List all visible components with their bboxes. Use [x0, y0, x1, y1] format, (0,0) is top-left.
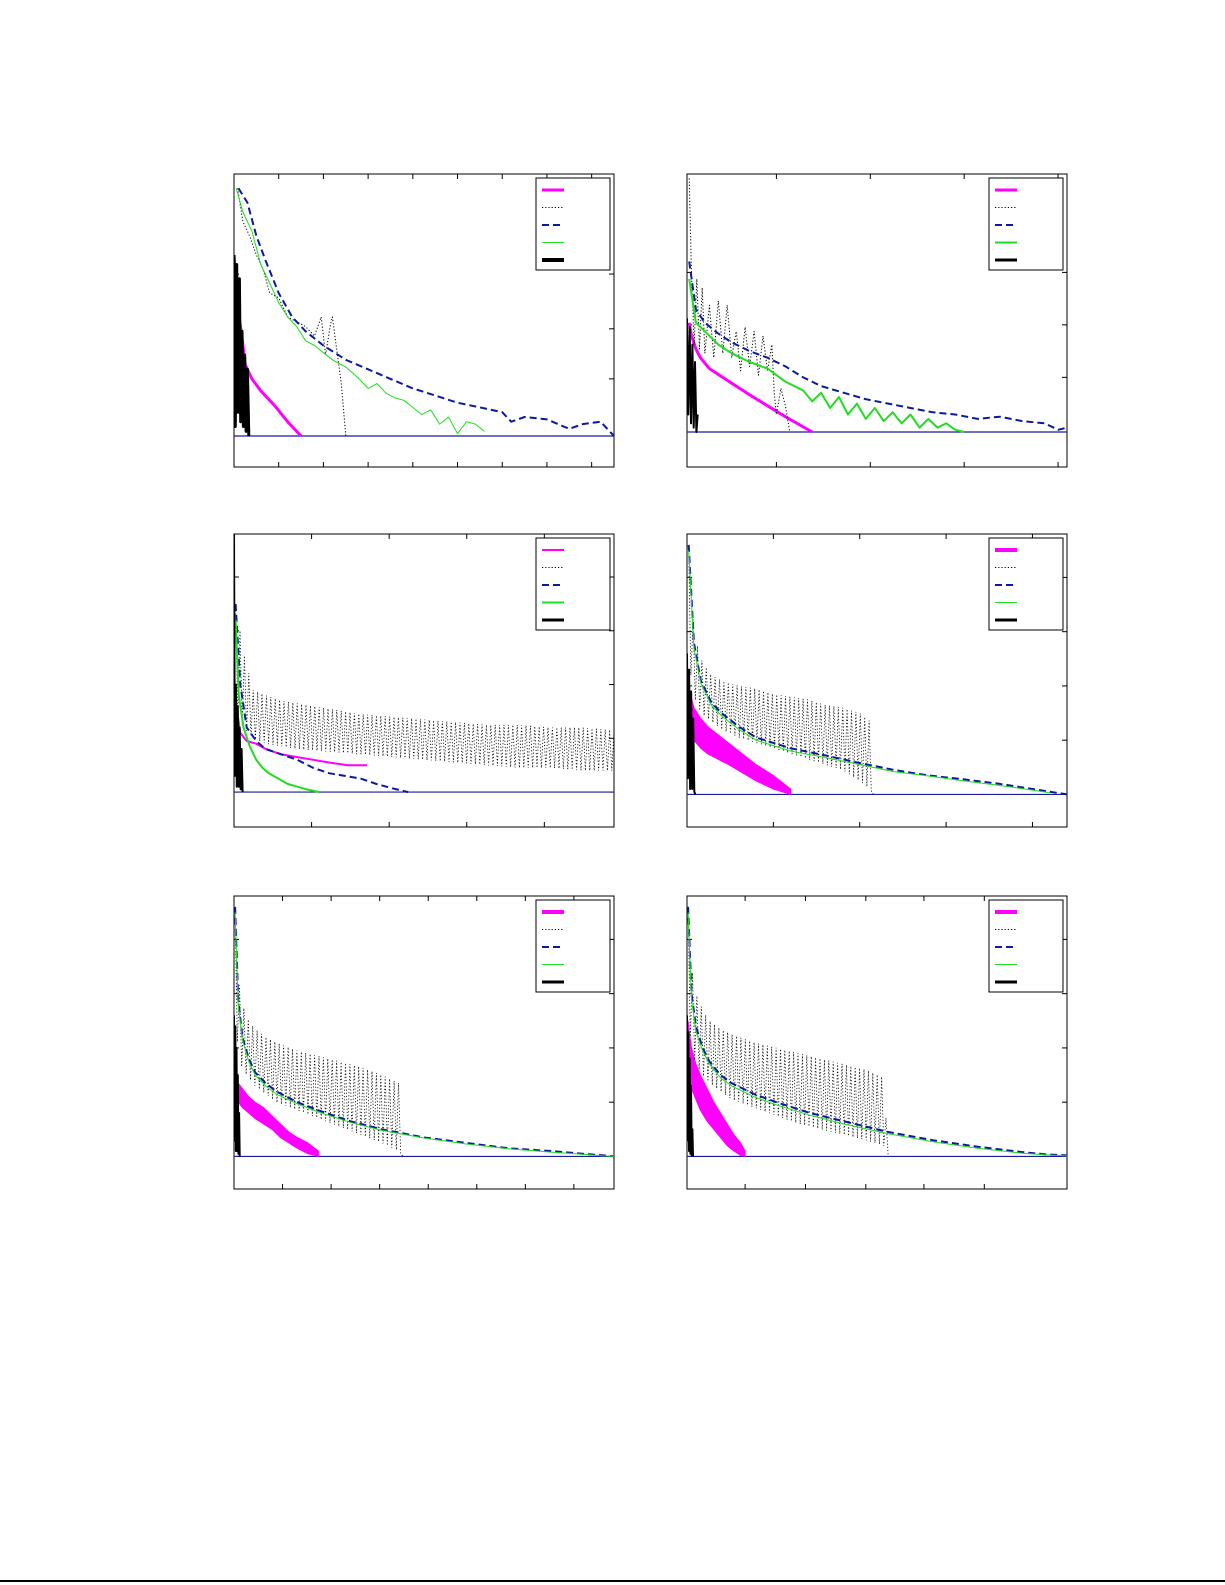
- series-5-line: [234, 254, 251, 437]
- series-2-line: [235, 603, 614, 771]
- series-3-line: [234, 603, 409, 794]
- series-5-line: [687, 1015, 694, 1157]
- series-2-line: [688, 178, 791, 433]
- series-5-line: [234, 1015, 241, 1157]
- series-2-line: [687, 906, 889, 1157]
- series-3-line: [688, 261, 1067, 431]
- series-4-line: [234, 619, 320, 794]
- series-5-line: [687, 318, 699, 433]
- series-2-line: [688, 550, 874, 795]
- series-4-line: [687, 912, 1067, 1157]
- plot-area: [687, 178, 1067, 434]
- series-2-line: [234, 912, 404, 1157]
- series-1-band: [234, 1069, 319, 1158]
- series-2-line: [237, 188, 347, 437]
- series-1-band: [688, 685, 792, 796]
- plot-area: [687, 544, 1067, 796]
- series-5-line: [687, 653, 697, 795]
- series-4-line: [688, 550, 1050, 794]
- plot-area: [687, 906, 1067, 1158]
- plot-area: [234, 906, 614, 1158]
- plot-area: [234, 187, 614, 438]
- series-1-band: [687, 1020, 746, 1158]
- legend: [988, 177, 1064, 271]
- plot-area: [234, 534, 614, 794]
- series-4-line: [234, 912, 614, 1157]
- chart-panel-5: [233, 895, 615, 1190]
- chart-panel-2: [686, 173, 1068, 468]
- chart-panel-1: [233, 173, 615, 468]
- chart-panel-6: [686, 895, 1068, 1190]
- series-5-line: [234, 534, 244, 793]
- legend: [535, 537, 611, 631]
- chart-panel-3: [233, 533, 615, 828]
- series-3-line: [687, 544, 1067, 796]
- series-4-line: [235, 188, 485, 435]
- page-bottom-rule: [0, 1580, 1225, 1582]
- series-3-line: [687, 906, 1067, 1157]
- legend: [535, 899, 611, 993]
- series-1-line: [687, 322, 813, 434]
- chart-panel-4: [686, 533, 1068, 828]
- legend: [988, 899, 1064, 993]
- series-1-line: [234, 700, 367, 767]
- legend: [988, 537, 1064, 631]
- series-4-line: [688, 278, 965, 433]
- legend: [535, 177, 611, 271]
- series-3-line: [237, 187, 614, 437]
- series-3-line: [234, 906, 614, 1158]
